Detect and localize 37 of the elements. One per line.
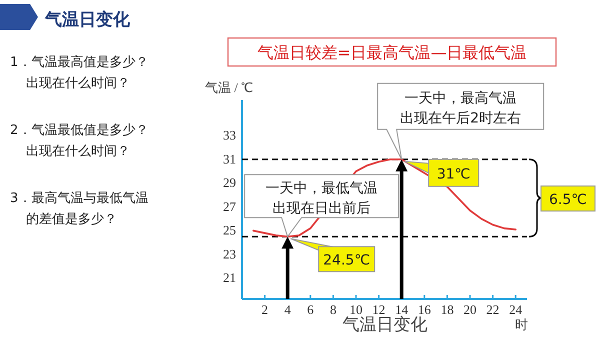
y-tick-label: 23	[223, 246, 236, 262]
y-tick-label: 27	[223, 198, 236, 214]
text: 气温日较差=日最高气温—日最低气温	[257, 43, 527, 62]
x-tick-label: 6	[307, 302, 314, 317]
annotation: 出现在午后2时左右	[400, 110, 522, 126]
text: 出现在什么时间？	[26, 76, 130, 91]
x-tick-label: 2	[262, 302, 268, 317]
annotation: 31℃	[436, 166, 470, 182]
y-tick-label: 29	[223, 175, 236, 190]
x-tick-label: 4	[284, 302, 292, 317]
x-tick-label: 24	[509, 302, 523, 317]
text: 6.5℃	[549, 192, 587, 208]
x-tick-label: 18	[440, 302, 454, 317]
x-axis-title: 时	[515, 317, 528, 332]
x-tick-label: 12	[372, 302, 386, 317]
text: 出现在什么时间？	[26, 144, 130, 159]
y-tick-label: 25	[223, 222, 236, 238]
annotation: 一天中，最低气温	[266, 180, 378, 197]
x-tick-label: 8	[330, 302, 336, 317]
x-tick-label: 14	[395, 302, 409, 317]
x-tick-label: 20	[464, 302, 476, 317]
text: 3．最高气温与最低气温	[10, 190, 148, 206]
text: 2．气温最低值是多少？	[10, 123, 148, 138]
annotation: 24.5℃	[323, 252, 370, 269]
y-tick-label: 31	[223, 151, 236, 166]
text: 气温日变化	[44, 10, 131, 30]
annotation: 出现在日出前后	[272, 200, 371, 217]
y-axis-title: 气温 / ℃	[205, 80, 254, 95]
x-tick-label: 16	[418, 302, 432, 317]
x-tick-label: 10	[350, 302, 362, 317]
x-tick-label: 22	[486, 302, 500, 317]
annotation: 一天中，最高气温	[404, 90, 517, 106]
text: 气温日变化	[342, 315, 428, 334]
y-tick-label: 33	[223, 128, 236, 143]
y-tick-label: 21	[223, 270, 236, 286]
text: 1．气温最高值是多少？	[10, 54, 148, 70]
text: 的差值是多少？	[26, 212, 117, 227]
